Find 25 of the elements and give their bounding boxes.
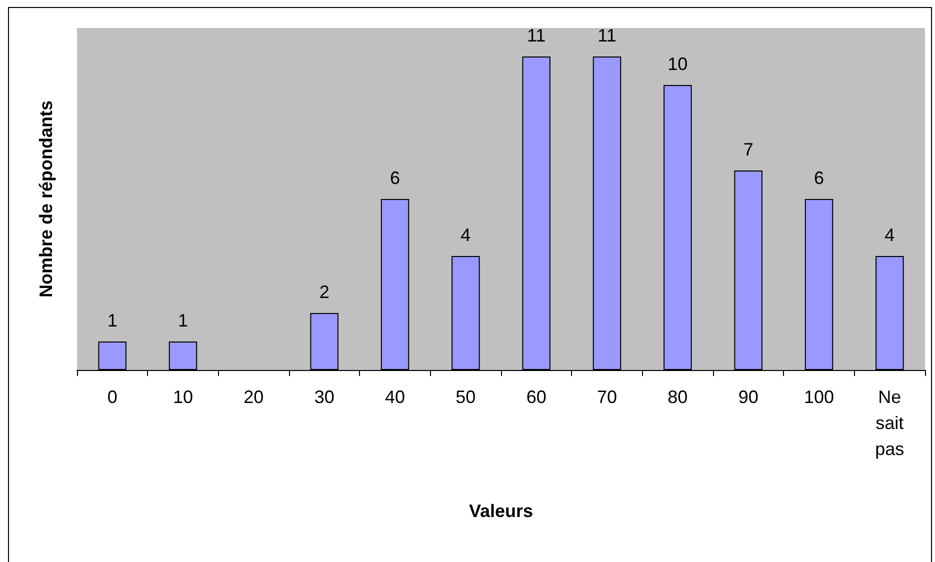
- x-tick-label: 20: [244, 387, 264, 407]
- data-label: 11: [598, 26, 616, 46]
- data-label: 4: [460, 225, 471, 245]
- data-label: 1: [107, 310, 118, 330]
- x-tick-label: 10: [172, 387, 194, 407]
- x-tick-label: Ne sait pas: [875, 387, 904, 459]
- x-tick-label: 30: [314, 387, 334, 407]
- data-label: 7: [743, 140, 754, 160]
- x-tick-label: 70: [596, 387, 618, 407]
- x-tick-label: 0: [107, 387, 118, 407]
- x-tick-label: 50: [456, 387, 476, 407]
- x-tick-label: 100: [804, 387, 834, 407]
- x-tick-label: 60: [526, 387, 546, 407]
- x-axis-title: Valeurs: [468, 501, 534, 521]
- y-axis-title: Nombre de répondants: [36, 100, 56, 298]
- x-tick-label: 80: [668, 387, 688, 407]
- data-label: 6: [390, 168, 400, 188]
- data-label: 2: [319, 282, 330, 302]
- data-label: 6: [814, 168, 824, 188]
- x-tick-label: 40: [384, 387, 406, 407]
- x-tick-label: 90: [738, 387, 758, 407]
- data-label: 4: [884, 225, 895, 245]
- data-label: 1: [178, 310, 188, 330]
- data-label: 11: [526, 26, 546, 46]
- data-label: 10: [668, 54, 688, 74]
